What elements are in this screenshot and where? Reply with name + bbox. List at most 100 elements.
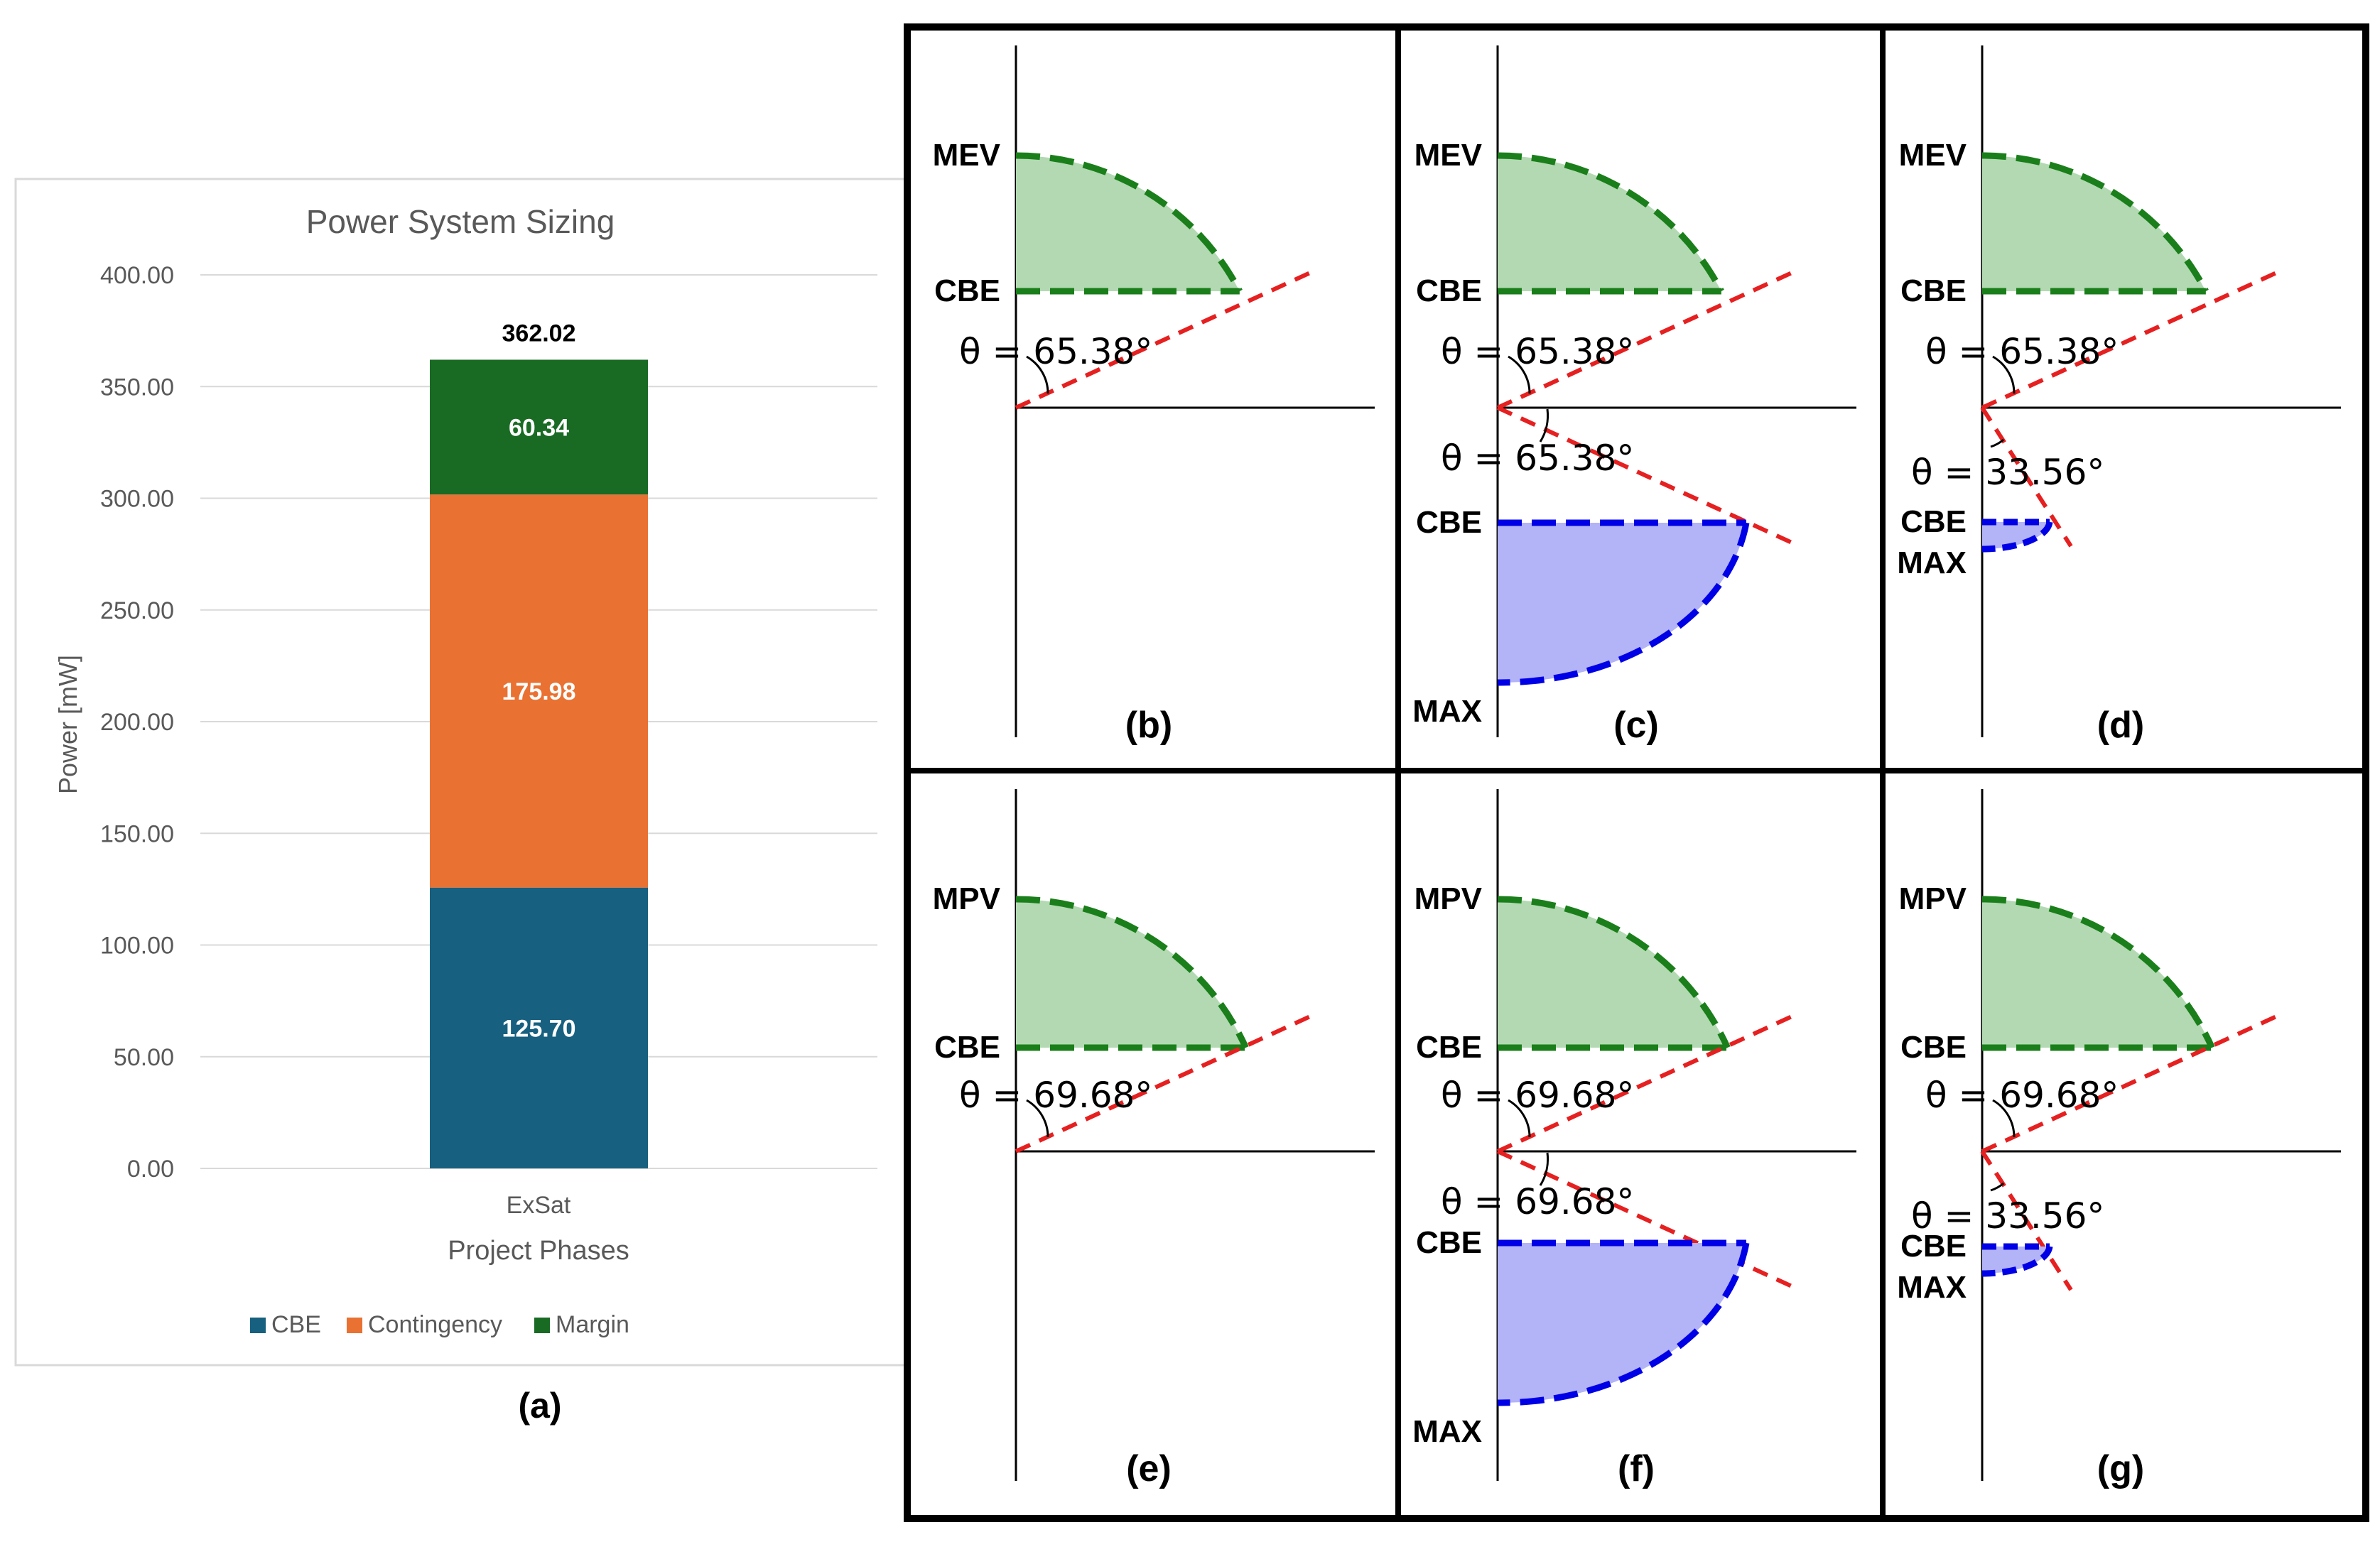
green-arc	[1015, 896, 1249, 1049]
label-cbe-upper: CBE	[1416, 273, 1482, 308]
panel-label-b: (b)	[1125, 705, 1172, 746]
panel-label-a: (a)	[518, 1386, 561, 1426]
blue-region	[1498, 523, 1746, 683]
chart-y-ticks: 0.00 50.00 100.00 150.00 200.00 250.00 300.00 3…	[100, 262, 174, 1183]
green-region	[1498, 899, 1728, 1048]
bar-segment-margin	[430, 359, 648, 495]
green-region	[1016, 899, 1246, 1048]
panel-label-f: (f)	[1618, 1448, 1655, 1489]
angle-line-lower	[1980, 406, 2073, 548]
diagram-panels: MEV CBE θ = 65.38° (b) MEV CBE θ = 65.38° θ = 6…	[933, 45, 2341, 1489]
angle-line-upper	[1496, 267, 1801, 410]
panel-label-e: (e)	[1126, 1448, 1172, 1489]
label-mev: MEV	[1899, 138, 1967, 173]
angle-arc-lower	[1990, 438, 2004, 448]
bar-total-label: 362.02	[502, 320, 576, 347]
y-tick-label: 200.00	[100, 709, 174, 736]
theta-label-upper: θ = 69.68°	[959, 1075, 1152, 1116]
panel-label-d: (d)	[2097, 705, 2144, 746]
legend-entry: Margin	[556, 1311, 629, 1338]
blue-region	[1982, 522, 2050, 550]
label-max: MAX	[1412, 694, 1482, 729]
theta-label-lower: θ = 69.68°	[1441, 1181, 1634, 1222]
y-tick-label: 100.00	[100, 933, 174, 960]
theta-label-upper: θ = 65.38°	[959, 331, 1152, 372]
label-mev: MEV	[1415, 138, 1483, 173]
panel-b: MEV CBE θ = 65.38° (b)	[933, 45, 1375, 746]
y-tick-label: 350.00	[100, 374, 174, 401]
green-region	[1498, 156, 1721, 291]
theta-label-upper: θ = 69.68°	[1925, 1075, 2119, 1116]
theta-label-lower: θ = 33.56°	[1911, 1195, 2104, 1237]
angle-line-lower	[1980, 1150, 2073, 1291]
label-cbe-upper: CBE	[1900, 1030, 1967, 1065]
blue-region	[1982, 1247, 2050, 1274]
blue-arc	[1497, 1242, 1750, 1406]
blue-arc	[1497, 522, 1750, 686]
angle-line-upper	[1015, 1011, 1319, 1153]
legend-entry: CBE	[271, 1311, 321, 1338]
label-cbe-lower: CBE	[1416, 505, 1482, 540]
label-cbe-upper: CBE	[934, 1030, 1000, 1065]
angle-arc	[1992, 355, 2016, 394]
y-tick-label: 400.00	[100, 262, 174, 289]
angle-arc	[1992, 1099, 2016, 1138]
panel-c: MEV CBE θ = 65.38° θ = 65.38° CBE MAX (c)	[1412, 45, 1856, 746]
green-arc	[1981, 152, 2209, 293]
green-region	[1016, 156, 1240, 291]
angle-arc	[1508, 355, 1531, 394]
angle-arc	[1026, 1099, 1049, 1138]
green-arc	[1981, 896, 2215, 1049]
bar-segment-contingency	[430, 494, 648, 888]
blue-region	[1498, 1243, 1746, 1403]
label-mpv: MPV	[1415, 881, 1483, 916]
panel-label-c: (c)	[1613, 705, 1659, 746]
panel-label-g: (g)	[2097, 1448, 2144, 1489]
diagram-grid	[904, 23, 2369, 1522]
chart-panel: Power System Sizing 0.00 50.00 100.00 150.0…	[14, 178, 907, 1367]
x-axis-label: Project Phases	[448, 1236, 629, 1266]
angle-line-upper	[1981, 1011, 2286, 1153]
label-mpv: MPV	[1899, 881, 1967, 916]
y-tick-label: 300.00	[100, 486, 174, 513]
y-tick-label: 50.00	[114, 1044, 174, 1071]
bar-segment-cbe	[430, 887, 648, 1168]
blue-arc	[1981, 521, 2053, 553]
blue-arc	[1981, 1246, 2053, 1277]
y-tick-label: 0.00	[127, 1156, 174, 1183]
legend-swatch	[250, 1318, 266, 1333]
angle-line-upper	[1496, 1011, 1801, 1153]
x-category-label: ExSat	[507, 1192, 571, 1219]
bar-data-label: 60.34	[509, 414, 569, 441]
angle-arc-lower	[1539, 1152, 1549, 1186]
theta-label-upper: θ = 65.38°	[1925, 331, 2119, 372]
theta-label-lower: θ = 65.38°	[1441, 438, 1634, 479]
panel-e: MPV CBE θ = 69.68° (e)	[933, 789, 1375, 1489]
y-axis-label: Power [mW]	[53, 655, 82, 794]
bar-data-label: 175.98	[502, 678, 576, 705]
angle-arc-lower	[1539, 408, 1549, 442]
label-cbe-lower: CBE	[1900, 504, 1967, 539]
label-cbe-lower: CBE	[1416, 1225, 1482, 1260]
y-tick-label: 250.00	[100, 597, 174, 624]
theta-label-upper: θ = 65.38°	[1441, 331, 1634, 372]
angle-arc-lower	[1990, 1182, 2004, 1192]
theta-label-upper: θ = 69.68°	[1441, 1075, 1634, 1116]
angle-line-upper	[1981, 267, 2286, 410]
label-max: MAX	[1897, 1270, 1967, 1305]
label-cbe-upper: CBE	[1416, 1030, 1482, 1065]
green-region	[1982, 899, 2212, 1048]
angle-line-upper	[1015, 267, 1319, 410]
label-cbe-lower: CBE	[1900, 1229, 1967, 1264]
panel-d: MEV CBE θ = 65.38° θ = 33.56° CBE MAX (d)	[1897, 45, 2341, 746]
label-max: MAX	[1412, 1414, 1482, 1449]
label-max: MAX	[1897, 545, 1967, 580]
angle-line-lower	[1496, 406, 1801, 548]
angle-arc	[1508, 1099, 1531, 1138]
chart-legend: CBE Contingency Margin	[250, 1311, 629, 1338]
label-mpv: MPV	[933, 881, 1001, 916]
green-region	[1982, 156, 2206, 291]
